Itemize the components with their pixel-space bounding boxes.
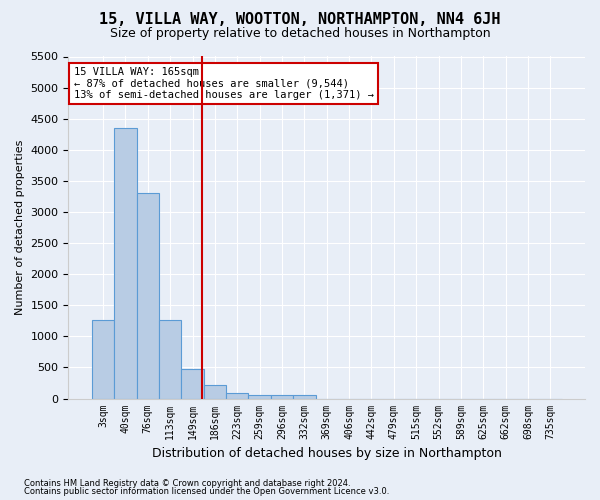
Text: Size of property relative to detached houses in Northampton: Size of property relative to detached ho… — [110, 28, 490, 40]
Bar — [114, 128, 137, 398]
Bar — [204, 385, 226, 398]
Bar — [137, 194, 159, 398]
Bar — [92, 320, 114, 398]
Text: 15 VILLA WAY: 165sqm
← 87% of detached houses are smaller (9,544)
13% of semi-de: 15 VILLA WAY: 165sqm ← 87% of detached h… — [74, 67, 374, 100]
X-axis label: Distribution of detached houses by size in Northampton: Distribution of detached houses by size … — [152, 447, 502, 460]
Text: 15, VILLA WAY, WOOTTON, NORTHAMPTON, NN4 6JH: 15, VILLA WAY, WOOTTON, NORTHAMPTON, NN4… — [99, 12, 501, 28]
Bar — [271, 396, 293, 398]
Bar — [159, 320, 181, 398]
Bar — [248, 395, 271, 398]
Text: Contains public sector information licensed under the Open Government Licence v3: Contains public sector information licen… — [24, 487, 389, 496]
Bar — [181, 368, 204, 398]
Bar — [293, 396, 316, 398]
Bar — [226, 393, 248, 398]
Text: Contains HM Land Registry data © Crown copyright and database right 2024.: Contains HM Land Registry data © Crown c… — [24, 478, 350, 488]
Y-axis label: Number of detached properties: Number of detached properties — [15, 140, 25, 315]
